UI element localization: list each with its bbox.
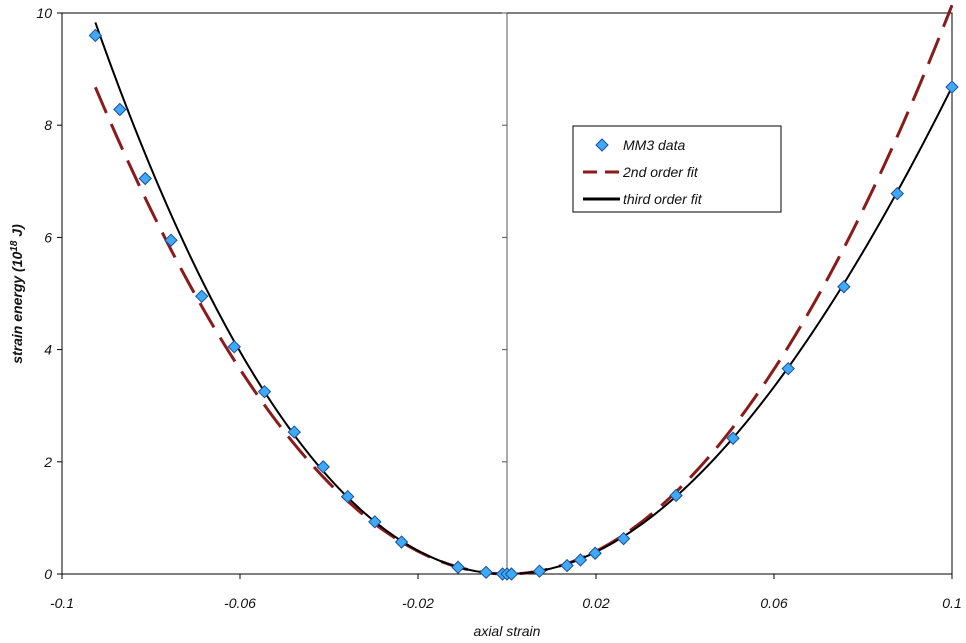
data-point bbox=[138, 171, 152, 186]
legend: MM3 data 2nd order fit third order fit bbox=[572, 125, 782, 213]
y-tick-label: 6 bbox=[44, 229, 52, 245]
x-tick-label: 0.02 bbox=[582, 595, 609, 611]
data-point bbox=[195, 289, 209, 304]
legend-label-mm3-data: MM3 data bbox=[623, 137, 685, 153]
y-axis-title-end: J) bbox=[9, 224, 25, 241]
plot-area bbox=[61, 12, 953, 575]
data-point bbox=[588, 546, 602, 560]
legend-marker-mm3-data bbox=[595, 138, 609, 152]
data-point bbox=[573, 553, 588, 567]
data-point bbox=[532, 564, 547, 578]
y-axis-title: strain energy (1018 J) bbox=[9, 224, 26, 364]
data-point bbox=[287, 425, 301, 439]
data-point bbox=[164, 233, 178, 247]
x-tick-label: -0.1 bbox=[50, 595, 74, 611]
data-point bbox=[616, 531, 631, 546]
x-axis-title: axial strain bbox=[474, 623, 541, 639]
data-point bbox=[837, 280, 851, 294]
data-point bbox=[257, 384, 272, 399]
x-tick-label: -0.06 bbox=[224, 595, 256, 611]
x-tick-label: 0.06 bbox=[760, 595, 787, 611]
legend-label-2nd-order-fit: 2nd order fit bbox=[622, 164, 699, 180]
x-tick-label: 0.1 bbox=[942, 595, 961, 611]
data-point bbox=[368, 515, 382, 529]
y-axis-ticks: 0 2 4 6 8 10 bbox=[36, 5, 507, 582]
y-tick-label: 4 bbox=[44, 342, 52, 358]
y-tick-label: 0 bbox=[44, 566, 52, 582]
data-point bbox=[113, 102, 127, 117]
x-axis-ticks: -0.1 -0.06 -0.02 0.02 0.06 0.1 bbox=[50, 574, 962, 611]
y-tick-label: 2 bbox=[43, 454, 52, 470]
data-point bbox=[945, 80, 959, 94]
data-point bbox=[316, 460, 330, 474]
data-point bbox=[227, 340, 241, 354]
data-point bbox=[88, 28, 103, 43]
y-tick-label: 10 bbox=[36, 5, 52, 21]
y-axis-title-main: strain energy (10 bbox=[9, 252, 25, 364]
data-point bbox=[560, 558, 574, 573]
data-point bbox=[669, 488, 683, 503]
legend-label-third-order-fit: third order fit bbox=[623, 191, 703, 207]
y-tick-label: 8 bbox=[44, 117, 52, 133]
series-mm3-data bbox=[88, 28, 959, 581]
data-point bbox=[890, 186, 904, 201]
y-axis-title-superscript: 18 bbox=[9, 240, 20, 252]
data-point bbox=[451, 560, 465, 574]
data-point bbox=[781, 361, 795, 376]
data-point bbox=[726, 431, 740, 445]
data-point bbox=[479, 565, 493, 580]
data-point bbox=[394, 535, 409, 549]
x-tick-label: -0.02 bbox=[402, 595, 434, 611]
data-point bbox=[340, 489, 355, 504]
data-point bbox=[504, 567, 519, 581]
